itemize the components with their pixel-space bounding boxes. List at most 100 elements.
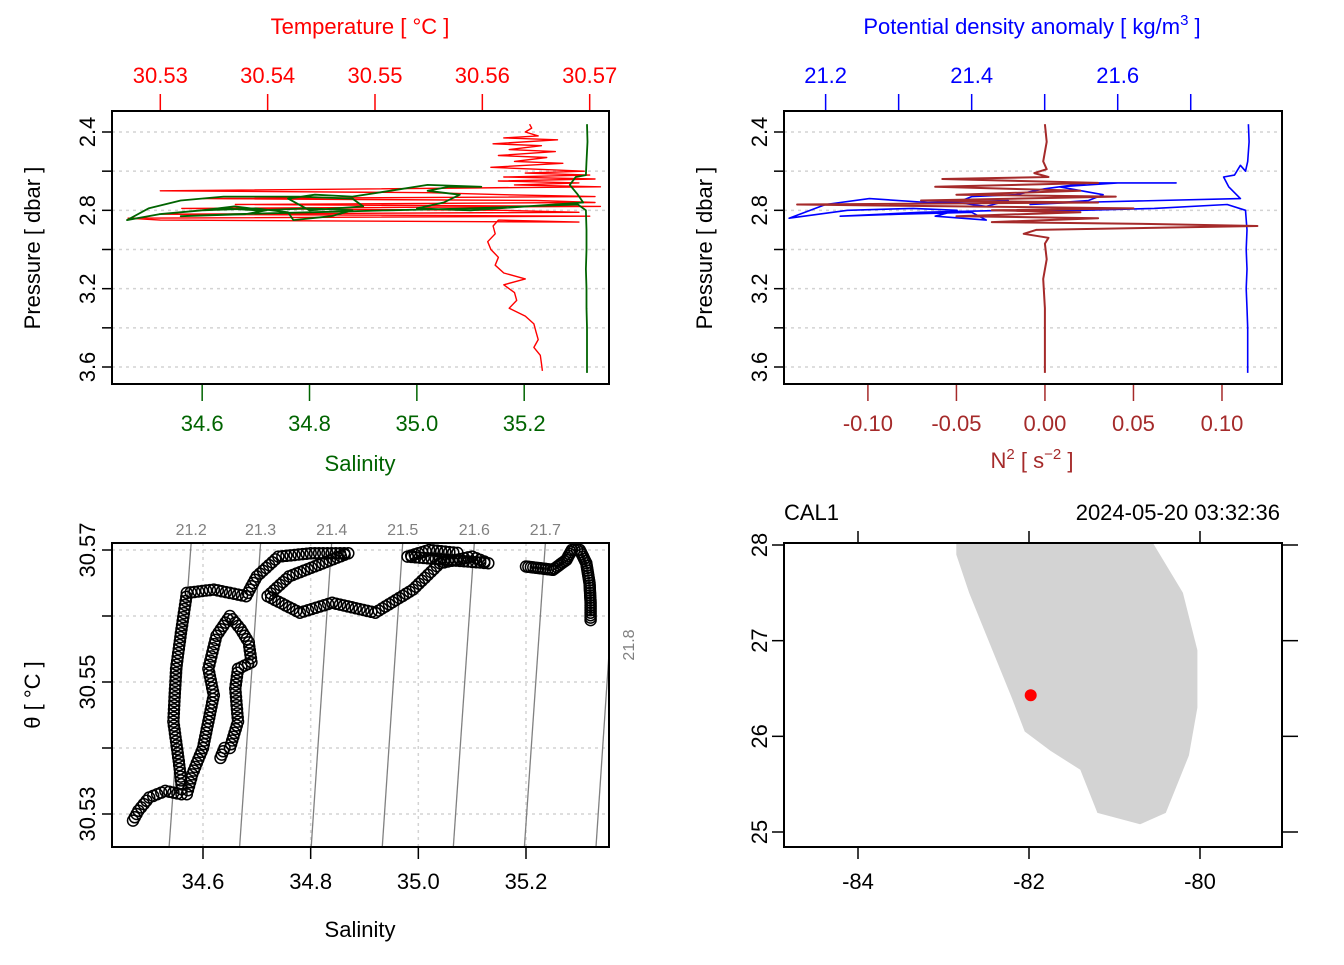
ts-point — [216, 619, 230, 633]
ts-point — [214, 622, 228, 636]
isopycnal-label: 21.5 — [387, 522, 418, 539]
isopycnal-label: 21.7 — [530, 522, 561, 539]
ts-point — [292, 548, 305, 561]
ts-point — [171, 646, 185, 660]
ts-point — [169, 666, 183, 680]
ts-point — [171, 747, 184, 760]
ts-point — [240, 632, 253, 646]
ts-point — [284, 549, 297, 562]
ts-point — [229, 690, 243, 704]
ts-point — [170, 739, 183, 752]
n2-label-rest: [ s — [1015, 448, 1044, 473]
ts-point — [167, 707, 181, 720]
ts-point — [172, 754, 186, 768]
ts-point — [168, 727, 182, 740]
map-ytick-label: 25 — [747, 820, 772, 844]
isopycnal-line — [310, 543, 333, 847]
salinity-axis-tick-label: 34.6 — [181, 411, 224, 436]
ts-points — [126, 543, 597, 827]
ts-point — [443, 545, 456, 559]
ts-point — [231, 711, 244, 724]
ts-point — [168, 686, 182, 700]
station-marker — [1024, 689, 1037, 702]
ts-point — [180, 586, 194, 600]
density-axis-tick-label: 21.4 — [950, 63, 993, 88]
ts-point — [422, 543, 436, 557]
isopycnal-label: 21.4 — [316, 522, 347, 539]
n2-axis-tick-label: -0.05 — [931, 411, 981, 436]
ts-xtick-label: 35.0 — [397, 869, 440, 894]
panel-location-map: CAL1 2024-05-20 03:32:36 -84 -82 -80 25 26 27… — [747, 500, 1298, 894]
ts-point — [178, 598, 192, 612]
map-xtick-label: -80 — [1184, 869, 1216, 894]
ts-point — [169, 670, 182, 684]
ts-point — [230, 674, 243, 687]
ts-point — [230, 702, 244, 716]
y-axis-title-theta: θ [ °C ] — [20, 661, 45, 728]
density-label-superscript: 3 — [1180, 12, 1188, 29]
ts-point — [231, 707, 244, 720]
ts-point — [178, 602, 191, 616]
ts-xtick-label: 34.6 — [182, 869, 225, 894]
ts-point — [170, 658, 183, 672]
ts-point — [168, 695, 181, 708]
ts-point — [424, 565, 438, 579]
ts-point — [242, 636, 256, 649]
isopycnal-label: 21.3 — [245, 522, 276, 539]
ts-point — [170, 743, 184, 756]
ts-point — [212, 626, 225, 639]
panel1-frame — [111, 110, 610, 385]
n2-label-end: ] — [1061, 448, 1073, 473]
density-label-text: Potential density anomaly [ kg/m — [863, 14, 1180, 39]
map-xtick-label: -82 — [1013, 869, 1045, 894]
salinity-axis-tick-label: 34.8 — [288, 411, 331, 436]
ts-point — [223, 741, 237, 755]
isopycnal-label: 21.6 — [459, 522, 490, 539]
ts-point — [465, 555, 479, 569]
temperature-axis-tick-label: 30.57 — [562, 63, 617, 88]
ts-point — [230, 698, 243, 712]
ts-point — [451, 546, 464, 560]
map-ytick-label: 27 — [747, 628, 772, 652]
ts-point — [170, 654, 184, 668]
temperature-line — [127, 123, 602, 371]
panel2-ytick-label: 3.6 — [747, 352, 772, 383]
temperature-axis-tick-label: 30.55 — [347, 63, 402, 88]
ts-point — [316, 547, 330, 560]
ts-point — [174, 626, 188, 640]
ts-ytick-label: 30.57 — [75, 522, 100, 577]
panel2-ytick-label: 2.4 — [747, 117, 772, 148]
panel-temperature-salinity-profile: Temperature [ °C ] Pressure [ dbar ] Sal… — [20, 14, 617, 476]
ts-point — [171, 650, 184, 664]
isopycnal-label: 21.8 — [621, 629, 638, 660]
salinity-line — [126, 124, 589, 373]
panel4-frame — [783, 542, 1283, 848]
station-time-label: 2024-05-20 03:32:36 — [1076, 500, 1280, 525]
ts-point — [168, 690, 181, 704]
ts-point — [229, 686, 242, 699]
temperature-axis-tick-label: 30.53 — [133, 63, 188, 88]
isopycnal-line — [523, 543, 547, 847]
y-axis-title-pressure-2: Pressure [ dbar ] — [692, 167, 717, 330]
panel1-ytick-label: 2.4 — [75, 117, 100, 148]
isopycnal-line — [381, 543, 404, 847]
top-axis-title-temperature: Temperature [ °C ] — [271, 14, 450, 39]
panel2-frame — [783, 110, 1283, 385]
salinity-axis-tick-label: 35.0 — [395, 411, 438, 436]
ts-point — [244, 648, 257, 661]
ts-point — [269, 553, 282, 566]
ts-point — [296, 547, 309, 561]
ts-point — [473, 556, 487, 569]
bottom-axis-title-n2: N2 [ s−2 ] — [991, 446, 1074, 473]
ts-ytick-label: 30.55 — [75, 654, 100, 709]
n2-label-sup: 2 — [1006, 446, 1014, 463]
ts-point — [229, 678, 243, 691]
isopycnal-line — [595, 643, 609, 847]
density-axis-tick-label: 21.2 — [804, 63, 847, 88]
ts-point — [173, 638, 186, 652]
ts-point — [214, 751, 227, 765]
ts-point — [177, 606, 191, 620]
ts-point — [221, 613, 234, 626]
